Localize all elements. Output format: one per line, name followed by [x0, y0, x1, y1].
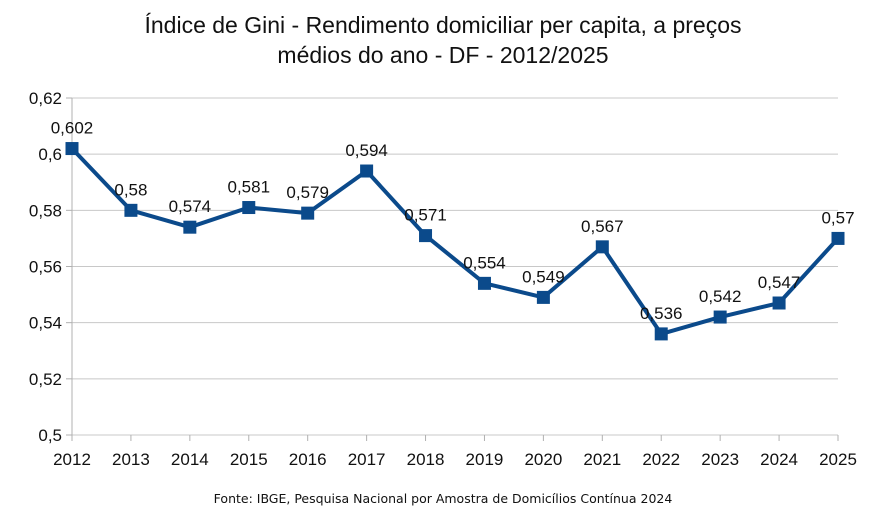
y-tick-label-0: 0,5: [38, 426, 62, 445]
data-label-2020: 0,549: [522, 267, 565, 286]
data-label-2015: 0,581: [227, 178, 270, 197]
series-line: [70, 147, 840, 336]
grid-lines: [72, 97, 838, 436]
data-label-2024: 0,547: [758, 273, 801, 292]
y-tick-label-2: 0,54: [29, 314, 62, 333]
data-label-2023: 0,542: [699, 287, 742, 306]
point-marker-2022: [654, 327, 668, 341]
data-label-2018: 0,571: [404, 206, 447, 225]
x-tick-label-2018: 2018: [407, 450, 445, 469]
point-marker-2016: [301, 206, 315, 220]
point-marker-2012: [65, 142, 79, 156]
point-marker-2017: [360, 164, 374, 178]
data-labels: 0,602 0,58 0,574 0,581 0,579 0,594 0,571 0,554 0…: [51, 119, 855, 323]
point-marker-2020: [536, 290, 550, 304]
x-tick-label-2025: 2025: [819, 450, 857, 469]
x-tick-label-2012: 2012: [53, 450, 91, 469]
point-marker-2013: [124, 203, 138, 217]
data-label-2013: 0,58: [114, 180, 147, 199]
data-label-2017: 0,594: [345, 141, 388, 160]
data-label-2021: 0,567: [581, 217, 624, 236]
y-tick-label-6: 0,62: [29, 89, 62, 108]
y-tick-label-3: 0,56: [29, 258, 62, 277]
x-tick-label-2024: 2024: [760, 450, 798, 469]
data-label-2012: 0,602: [51, 119, 94, 138]
data-label-2025: 0,57: [821, 208, 854, 227]
point-marker-2023: [713, 310, 727, 324]
point-marker-2021: [595, 240, 609, 254]
source-note: Fonte: IBGE, Pesquisa Nacional por Amost…: [213, 491, 673, 506]
point-marker-2024: [772, 296, 786, 310]
chart-title: Índice de Gini - Rendimento domiciliar p…: [0, 10, 886, 70]
data-label-2022: 0,536: [640, 304, 683, 323]
point-marker-2019: [477, 276, 491, 290]
x-tick-label-2023: 2023: [701, 450, 739, 469]
point-marker-2018: [419, 229, 433, 243]
x-tick-label-2021: 2021: [583, 450, 621, 469]
axes: 0,5 0,52 0,54 0,56 0,58 0,6 0,62 2012 2013 2014 20…: [29, 89, 857, 469]
data-label-2019: 0,554: [463, 253, 506, 272]
x-tick-label-2019: 2019: [466, 450, 504, 469]
point-marker-2025: [831, 231, 845, 245]
data-label-2016: 0,579: [286, 183, 329, 202]
x-tick-label-2017: 2017: [348, 450, 386, 469]
x-tick-label-2020: 2020: [524, 450, 562, 469]
point-marker-2014: [183, 220, 197, 234]
chart-title-line-1: Índice de Gini - Rendimento domiciliar p…: [144, 12, 742, 38]
chart-title-line-2: médios do ano - DF - 2012/2025: [277, 42, 609, 68]
x-tick-label-2013: 2013: [112, 450, 150, 469]
x-tick-label-2014: 2014: [171, 450, 209, 469]
x-tick-label-2022: 2022: [642, 450, 680, 469]
y-tick-label-5: 0,6: [38, 145, 62, 164]
x-tick-label-2016: 2016: [289, 450, 327, 469]
x-tick-label-2015: 2015: [230, 450, 268, 469]
series-gini: [65, 142, 845, 341]
y-tick-label-4: 0,58: [29, 201, 62, 220]
point-marker-2015: [242, 201, 256, 215]
data-label-2014: 0,574: [169, 197, 212, 216]
y-tick-label-1: 0,52: [29, 370, 62, 389]
